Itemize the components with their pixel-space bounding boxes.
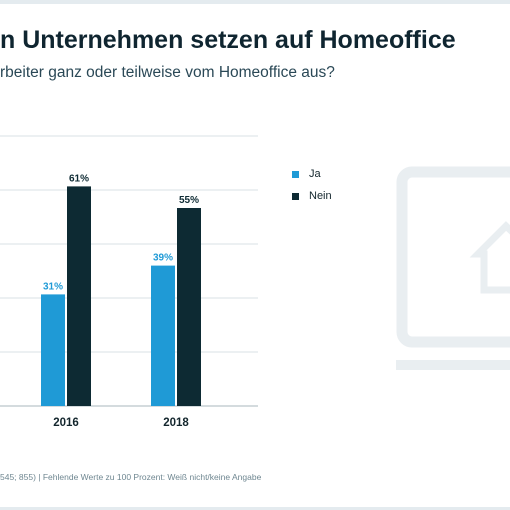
source-footnote: 545; 855) | Fehlende Werte zu 100 Prozen… (0, 472, 262, 482)
data-label-ja-2018: 39% (153, 253, 173, 264)
legend-label-ja: Ja (309, 168, 321, 180)
legend-swatch-ja (292, 170, 299, 178)
x-tick-label-2018: 2018 (163, 417, 189, 429)
home-office-laptop-icon (396, 166, 510, 370)
legend-swatch-nein (292, 192, 299, 200)
top-divider (0, 0, 510, 4)
legend-item-ja: Ja (292, 168, 321, 180)
legend-label-nein: Nein (309, 190, 332, 202)
chart-title: n Unternehmen setzen auf Homeoffice (0, 26, 456, 54)
bar-nein-2018 (177, 208, 201, 406)
data-label-nein-2018: 55% (179, 195, 199, 206)
legend-item-nein: Nein (292, 190, 332, 202)
bottom-divider (0, 507, 510, 510)
bar-ja-2016 (41, 294, 65, 406)
bar-nein-2016 (67, 186, 91, 406)
bar-ja-2018 (151, 265, 175, 406)
x-tick-label-2016: 2016 (53, 417, 79, 429)
chart-subtitle: rbeiter ganz oder teilweise vom Homeoffi… (0, 64, 335, 81)
data-label-ja-2016: 31% (43, 281, 63, 292)
data-label-nein-2016: 61% (69, 173, 89, 184)
